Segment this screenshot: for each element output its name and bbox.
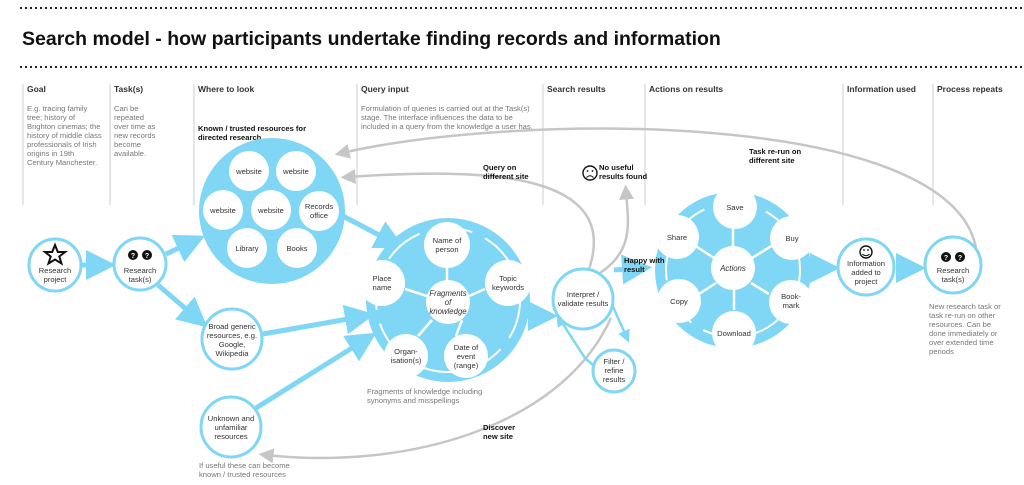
column-dividers [22, 84, 934, 205]
svg-text:website: website [235, 167, 262, 176]
query-other-site-label: Query on different site [483, 163, 529, 181]
discover-new-site-label: Discover new site [483, 423, 515, 441]
svg-text:Download: Download [717, 329, 751, 338]
fragments-note: Fragments of knowledge including synonyms… [367, 387, 482, 405]
place-name-node: Place name [359, 260, 405, 306]
topic-keywords-node: Topic keywords [485, 260, 531, 306]
header-search-results: Search results [547, 84, 606, 94]
svg-text:Library: Library [235, 244, 258, 253]
research-task-repeat-node: ? ? Research task(s) [923, 235, 983, 295]
known-resources-cluster: website website website website Records o… [199, 138, 345, 284]
svg-text:website: website [257, 206, 284, 215]
svg-text:?: ? [131, 253, 135, 260]
svg-text:Save: Save [726, 203, 743, 212]
svg-text:Book-mark: Book-mark [781, 292, 801, 310]
information-added-node: Information added to project [836, 237, 896, 297]
discover-site-arrow [258, 317, 613, 464]
svg-text:Copy: Copy [670, 297, 688, 306]
fragments-of-knowledge-cluster: Fragments of knowledge Name of person Place… [359, 218, 531, 382]
broad-generic-resources-node: Broad generic resources, e.g. Google, Wikip… [200, 307, 264, 371]
happy-face-icon [859, 245, 873, 259]
header-tasks: Task(s) [114, 84, 143, 94]
copy-node: Copy [657, 279, 701, 323]
header-where-to-look: Where to look [198, 84, 254, 94]
svg-text:Buy: Buy [785, 234, 798, 243]
books-node: Books [277, 228, 317, 268]
star-icon [42, 242, 68, 266]
question-icon: ? ? [128, 250, 152, 260]
organisations-node: Organ-isation(s) [384, 334, 428, 378]
buy-node: Buy [770, 216, 814, 260]
header-process-repeats: Process repeats [937, 84, 1003, 94]
filter-results-node: Filter / refine results [591, 348, 637, 394]
website-node: website [203, 190, 243, 230]
website-node: website [251, 190, 291, 230]
records-office-node: Records office [299, 191, 339, 231]
svg-text:website: website [209, 206, 236, 215]
header-goal: Goal [27, 84, 46, 94]
bookmark-node: Book-mark [769, 280, 813, 324]
header-information-used: Information used [847, 84, 916, 94]
name-of-person-node: Name of person [424, 222, 470, 268]
happy-with-result-label: Happy with result [624, 256, 665, 274]
query-input-description: Formulation of queries is carried out at… [361, 104, 533, 131]
svg-text:Organ-isation(s): Organ-isation(s) [391, 347, 422, 365]
share-node: Share [655, 215, 699, 259]
svg-text:Books: Books [286, 244, 307, 253]
fragments-center-node: Fragments of knowledge [426, 280, 470, 324]
svg-text:website: website [282, 167, 309, 176]
no-useful-results-label: No useful results found [599, 163, 647, 181]
header-query-input: Query input [361, 84, 409, 94]
library-node: Library [227, 228, 267, 268]
svg-text:?: ? [958, 255, 962, 262]
known-resources-label: Known / trusted resources for directed re… [198, 124, 306, 142]
tasks-description: Can be repeated over time as new records b… [114, 104, 158, 158]
website-node: website [229, 151, 269, 191]
query-other-site-arrow [340, 169, 596, 273]
no-results-arrow [599, 184, 635, 275]
save-node: Save [713, 185, 757, 229]
task-rerun-label: Task re-run on different site [749, 147, 802, 165]
svg-text:Interpret /validate results: Interpret / validate results [558, 290, 609, 308]
svg-text:Share: Share [667, 233, 687, 242]
research-task-node: ? ? Research task(s) [112, 236, 168, 292]
actions-cluster: Actions Save Share Buy Copy Book-mark Do… [655, 185, 814, 355]
process-repeats-note: New research task or task re-run on other… [929, 302, 1001, 356]
unknown-resources-note: If useful these can become known / truste… [199, 461, 290, 479]
goal-description: E.g. tracing family tree; history of Brig… [27, 104, 104, 167]
interpret-results-node: Interpret / validate results [551, 267, 615, 331]
page-title: Search model - how participants undertak… [22, 28, 721, 50]
svg-text:?: ? [145, 253, 149, 260]
date-of-event-node: Date of event (range) [444, 334, 488, 378]
website-node: website [276, 151, 316, 191]
sad-face-icon [582, 165, 598, 181]
svg-text:Actions: Actions [719, 264, 746, 273]
unknown-resources-node: Unknown and unfamiliar resources [199, 395, 263, 459]
header-actions-on-results: Actions on results [649, 84, 723, 94]
svg-text:?: ? [944, 255, 948, 262]
research-project-node: Research project [27, 237, 83, 293]
actions-center-node: Actions [711, 246, 755, 290]
download-node: Download [712, 311, 756, 355]
question-icon: ? ? [941, 252, 965, 262]
task-rerun-arrow [334, 127, 978, 249]
